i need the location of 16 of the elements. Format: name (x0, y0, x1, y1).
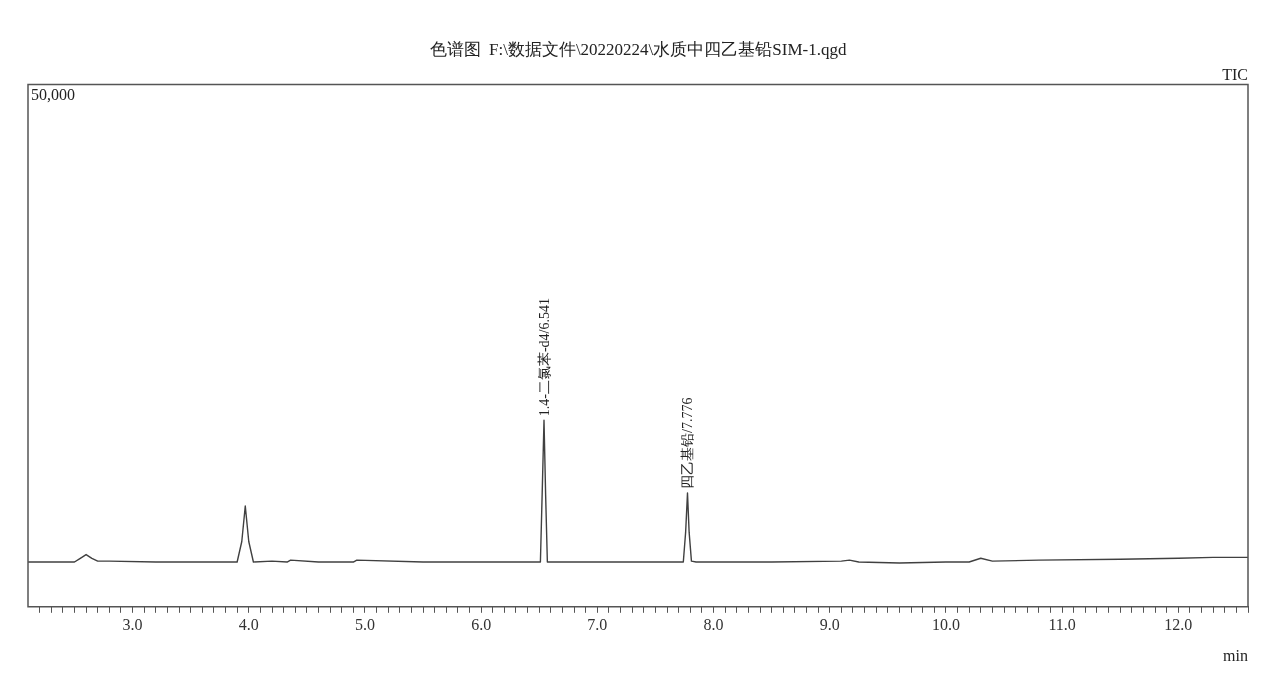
x-axis-title: min (1223, 647, 1248, 664)
text: 50,000 (31, 85, 75, 103)
x-tick-label: 5.0 (354, 615, 375, 633)
x-tick-label: 6.0 (471, 615, 492, 633)
x-tick-label: 11.0 (1048, 615, 1076, 633)
x-tick-label: 8.0 (703, 615, 724, 633)
x-tick-label: 7.0 (587, 615, 608, 633)
text: TIC (1222, 65, 1248, 83)
x-tick-label: 12.0 (1164, 615, 1193, 633)
x-tick-label: 3.0 (122, 615, 143, 633)
annotation: 四乙基铅/7.776 (680, 397, 696, 489)
x-tick-label: 9.0 (819, 615, 840, 633)
chart-title: 色谱图 F:\数据文件\20220224\水质中四乙基铅SIM-1.qgd (429, 39, 847, 59)
x-tick-label: 4.0 (238, 615, 259, 633)
annotation: 1.4-二氯苯-d4/6.541 (536, 298, 552, 417)
x-tick-label: 10.0 (931, 615, 960, 633)
